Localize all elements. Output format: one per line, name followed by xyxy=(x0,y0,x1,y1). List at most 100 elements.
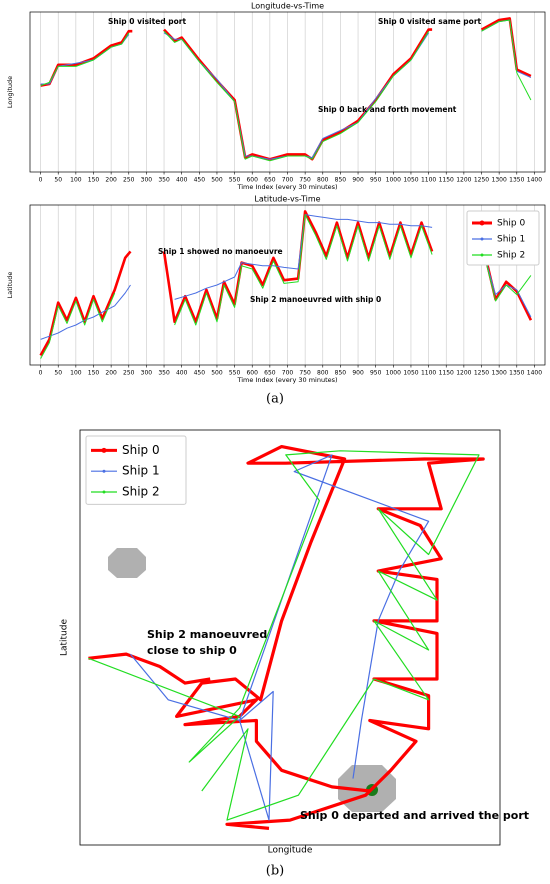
legend-marker xyxy=(479,220,485,226)
legend-label: Ship 0 xyxy=(122,443,160,457)
legend-marker xyxy=(480,253,484,257)
series-line xyxy=(174,214,433,300)
legend-marker xyxy=(101,447,107,453)
x-tick-label: 1200 xyxy=(456,370,471,377)
x-tick-label: 1400 xyxy=(527,370,542,377)
x-axis-label: Time Index (every 30 minutes) xyxy=(236,183,337,191)
series-line xyxy=(480,17,532,78)
x-tick-label: 500 xyxy=(211,177,223,184)
x-tick-label: 800 xyxy=(317,177,329,184)
caption: (b) xyxy=(266,864,284,879)
series-line xyxy=(481,19,532,101)
series-line xyxy=(129,454,430,821)
x-tick-label: 950 xyxy=(370,177,382,184)
x-tick-label: 1200 xyxy=(456,177,471,184)
y-axis-label: Latitude xyxy=(60,619,70,657)
legend-marker xyxy=(102,469,106,473)
x-tick-label: 1250 xyxy=(474,370,489,377)
annotation: Ship 1 showed no manoeuvre xyxy=(158,247,283,256)
x-tick-label: 350 xyxy=(158,370,170,377)
series-line xyxy=(483,254,533,321)
x-tick-label: 650 xyxy=(264,370,276,377)
axes-frame xyxy=(79,429,501,846)
x-tick-label: 50 xyxy=(54,177,62,184)
annotation: Ship 2 manoeuvred with ship 0 xyxy=(250,295,381,304)
chart-title: Latitude-vs-Time xyxy=(254,195,320,204)
x-tick-label: 700 xyxy=(282,177,294,184)
x-tick-label: 900 xyxy=(352,370,364,377)
x-tick-label: 200 xyxy=(105,177,117,184)
legend-box xyxy=(85,435,187,505)
port-zone xyxy=(108,548,146,578)
y-axis-label: Latitude xyxy=(6,272,14,299)
x-tick-label: 600 xyxy=(246,177,258,184)
x-tick-label: 1000 xyxy=(386,370,401,377)
annotation: Ship 0 visited port xyxy=(108,17,186,26)
y-axis-label: Longitude xyxy=(6,76,14,108)
x-tick-label: 950 xyxy=(370,370,382,377)
x-tick-label: 450 xyxy=(194,370,206,377)
x-tick-label: 1400 xyxy=(527,177,542,184)
x-tick-label: 1150 xyxy=(439,370,454,377)
series-line xyxy=(40,32,130,87)
axes-frame xyxy=(29,204,546,366)
series-line xyxy=(39,250,132,357)
annotation: Ship 0 back and forth movement xyxy=(318,105,457,114)
legend-label: Ship 2 xyxy=(497,251,525,261)
x-tick-label: 100 xyxy=(70,370,82,377)
x-tick-label: 1150 xyxy=(439,177,454,184)
x-tick-label: 1300 xyxy=(492,177,507,184)
series-line xyxy=(40,284,131,340)
annotation: Ship 2 manoeuvred xyxy=(147,628,267,641)
x-tick-label: 600 xyxy=(246,370,258,377)
x-tick-label: 850 xyxy=(335,370,347,377)
annotation: close to ship 0 xyxy=(147,644,237,657)
x-tick-label: 1300 xyxy=(492,370,507,377)
x-tick-label: 1050 xyxy=(403,177,418,184)
x-tick-label: 300 xyxy=(141,370,153,377)
series-line xyxy=(88,450,480,821)
x-tick-label: 350 xyxy=(158,177,170,184)
x-tick-label: 0 xyxy=(39,370,43,377)
x-tick-label: 400 xyxy=(176,370,188,377)
chart-title: Longitude-vs-Time xyxy=(251,2,324,11)
annotation: Ship 0 departed and arrived the port xyxy=(300,809,529,822)
x-tick-label: 800 xyxy=(317,370,329,377)
legend-label: Ship 2 xyxy=(122,485,160,499)
x-tick-label: 550 xyxy=(229,370,241,377)
series-line xyxy=(88,652,211,685)
annotation: Ship 0 visited same port xyxy=(378,17,482,26)
series-line xyxy=(163,28,433,161)
x-axis-label: Time Index (every 30 minutes) xyxy=(236,376,337,384)
x-tick-label: 1250 xyxy=(474,177,489,184)
legend-label: Ship 1 xyxy=(122,464,160,478)
x-tick-label: 700 xyxy=(282,370,294,377)
x-tick-label: 150 xyxy=(88,177,100,184)
x-tick-label: 200 xyxy=(105,370,117,377)
legend-marker xyxy=(480,237,484,241)
series-line xyxy=(174,214,433,326)
x-tick-label: 850 xyxy=(335,177,347,184)
x-tick-label: 1100 xyxy=(421,177,436,184)
series-line xyxy=(40,292,116,359)
x-tick-label: 750 xyxy=(299,177,311,184)
legend-label: Ship 0 xyxy=(497,219,525,229)
x-axis-label: Longitude xyxy=(268,846,313,856)
x-tick-label: 300 xyxy=(141,177,153,184)
x-tick-label: 550 xyxy=(229,177,241,184)
x-tick-label: 900 xyxy=(352,177,364,184)
axes-frame xyxy=(29,11,546,173)
series-line xyxy=(484,257,532,302)
x-tick-label: 250 xyxy=(123,370,135,377)
legend-marker xyxy=(102,490,106,494)
x-tick-label: 450 xyxy=(194,177,206,184)
x-tick-label: 400 xyxy=(176,177,188,184)
x-tick-label: 50 xyxy=(54,370,62,377)
x-tick-label: 100 xyxy=(70,177,82,184)
x-tick-label: 1050 xyxy=(403,370,418,377)
x-tick-label: 0 xyxy=(39,177,43,184)
x-tick-label: 750 xyxy=(299,370,311,377)
x-tick-label: 650 xyxy=(264,177,276,184)
